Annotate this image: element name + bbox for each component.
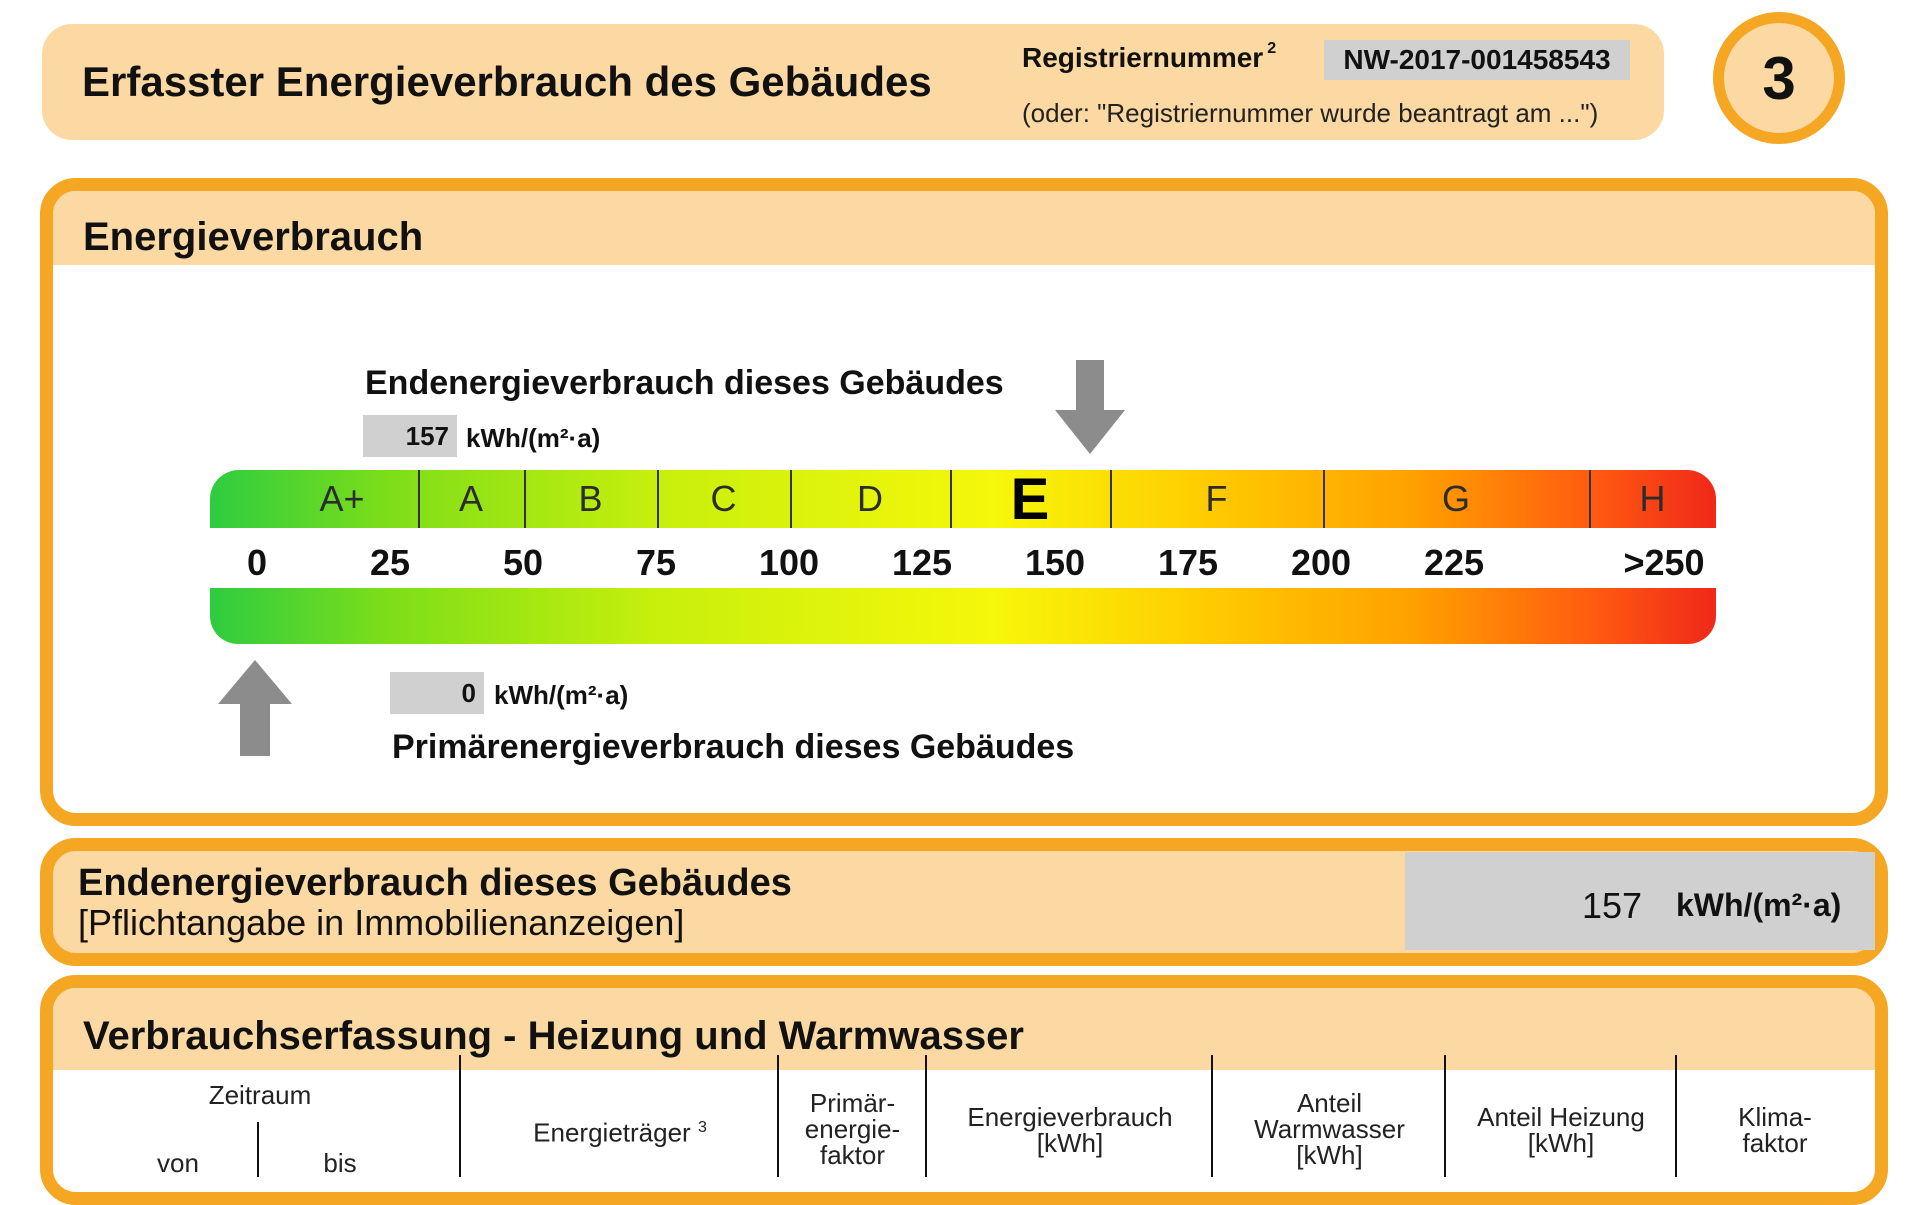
- scale-tick-label: 100: [758, 542, 820, 583]
- energy-class-a-plus: A+: [319, 478, 365, 519]
- scale-tick-label: >250: [1623, 542, 1705, 583]
- energy-class-bar: [210, 470, 1716, 528]
- primary-energy-value-box: 0: [390, 672, 484, 714]
- col-header-heating: Anteil Heizung [kWh]: [1477, 1102, 1645, 1158]
- final-energy-label: Endenergieverbrauch dieses Gebäudes: [78, 862, 792, 904]
- column-divider: [1675, 1055, 1677, 1177]
- panel-title: Verbrauchserfassung - Heizung und Warmwa…: [83, 1014, 1024, 1058]
- registration-number-field: NW-2017-001458543: [1324, 40, 1630, 80]
- col-header-consumption: Energieverbrauch [kWh]: [967, 1102, 1173, 1158]
- energy-class-divider: [1323, 470, 1325, 528]
- energy-class-h: H: [1639, 478, 1666, 519]
- column-divider: [257, 1122, 259, 1177]
- energy-class-a: A: [458, 478, 483, 519]
- col-header-primary-factor: Primär- energie- faktor: [804, 1088, 901, 1170]
- primary-energy-bar: [210, 588, 1716, 644]
- panel-header: Verbrauchserfassung - Heizung und Warmwa…: [53, 988, 1875, 1070]
- column-divider: [1444, 1055, 1446, 1177]
- col-header-hot-water: Anteil Warmwasser [kWh]: [1254, 1088, 1405, 1170]
- energy-class-divider: [657, 470, 659, 528]
- energy-class-f: F: [1205, 478, 1228, 519]
- column-divider: [1211, 1055, 1213, 1177]
- column-divider: [459, 1055, 461, 1177]
- registration-label: Registriernummer 2: [1022, 39, 1277, 74]
- energy-class-e: E: [1010, 467, 1050, 532]
- energy-class-divider: [1110, 470, 1112, 528]
- scale-tick-label: 75: [635, 542, 677, 583]
- primary-energy-scale-label: Primärenergieverbrauch dieses Gebäudes: [392, 728, 1075, 766]
- primary-energy-arrow-icon: [218, 660, 292, 756]
- registration-footnote: 2: [1267, 39, 1277, 57]
- registration-note: (oder: "Registriernummer wurde beantragt…: [1022, 98, 1599, 128]
- energy-class-g: G: [1441, 478, 1470, 519]
- col-header-carrier: Energieträger 3: [500, 1115, 740, 1146]
- final-energy-arrow-icon: [1055, 360, 1125, 454]
- final-energy-value-box: 157: [363, 415, 457, 457]
- primary-energy-unit: kWh/(m²·a): [494, 680, 629, 710]
- final-energy-value: 157: [1582, 885, 1643, 926]
- scale-tick-label: 200: [1290, 542, 1352, 583]
- final-energy-value-field: [1405, 852, 1875, 950]
- col-header-carrier-text: Energieträger: [533, 1117, 691, 1148]
- scale-tick-label: 175: [1157, 542, 1219, 583]
- energy-class-c: C: [710, 478, 737, 519]
- final-energy-note: [Pflichtangabe in Immobilienanzeigen]: [78, 902, 685, 943]
- page-title: Erfasster Energieverbrauch des Gebäudes: [82, 58, 932, 105]
- energy-class-divider: [524, 470, 526, 528]
- col-header-from: von: [157, 1148, 199, 1178]
- registration-label-text: Registriernummer: [1022, 42, 1264, 73]
- energy-class-divider: [950, 470, 952, 528]
- page-number-badge: 3: [1713, 12, 1845, 144]
- scale-tick-label: 50: [502, 542, 544, 583]
- panel-title: Energieverbrauch: [83, 215, 424, 259]
- energy-class-b: B: [578, 478, 603, 519]
- energy-class-divider: [418, 470, 420, 528]
- scale-tick-label: 125: [891, 542, 953, 583]
- column-divider: [777, 1055, 779, 1177]
- panel-header: Energieverbrauch: [53, 191, 1875, 265]
- column-divider: [925, 1055, 927, 1177]
- scale-tick-label: 25: [369, 542, 411, 583]
- carrier-footnote: 3: [697, 1119, 707, 1136]
- scale-tick-label: 225: [1423, 542, 1485, 583]
- col-header-climate-factor: Klima- faktor: [1738, 1102, 1812, 1158]
- final-energy-unit: kWh/(m²·a): [1676, 887, 1842, 923]
- scale-tick-label: 150: [1024, 542, 1086, 583]
- col-header-period: Zeitraum: [208, 1080, 312, 1110]
- energy-class-divider: [790, 470, 792, 528]
- energy-class-divider: [1589, 470, 1591, 528]
- scale-tick-label: 0: [246, 542, 268, 583]
- consumption-recording-panel: Verbrauchserfassung - Heizung und Warmwa…: [40, 975, 1888, 1205]
- final-energy-scale-label: Endenergieverbrauch dieses Gebäudes: [365, 364, 1004, 402]
- energy-class-d: D: [857, 478, 883, 519]
- final-energy-unit: kWh/(m²·a): [466, 423, 601, 453]
- col-header-to: bis: [323, 1148, 357, 1178]
